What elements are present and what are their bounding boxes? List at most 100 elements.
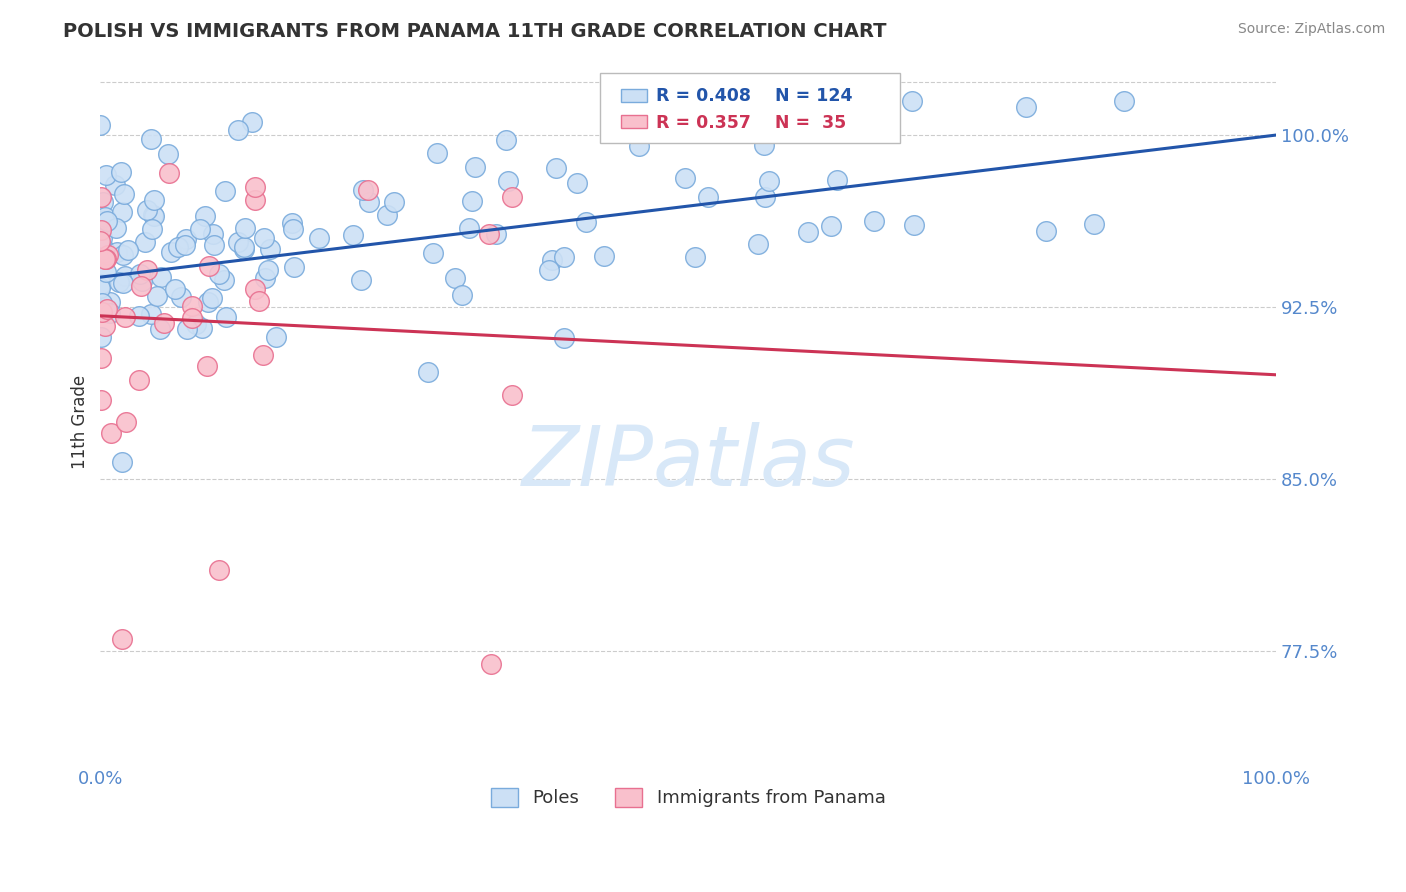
Point xyxy=(180,311,202,326)
Point xyxy=(537,263,560,277)
Point xyxy=(747,237,769,252)
Point xyxy=(697,190,720,204)
Point xyxy=(111,205,134,219)
Point xyxy=(758,174,780,188)
Point xyxy=(90,393,112,408)
Point xyxy=(675,171,697,186)
Point xyxy=(283,260,305,274)
Point xyxy=(259,242,281,256)
Point xyxy=(232,240,254,254)
Point xyxy=(136,263,159,277)
Point xyxy=(226,235,249,249)
Point xyxy=(91,245,114,260)
Point xyxy=(863,214,886,228)
Point xyxy=(131,274,153,288)
Point xyxy=(540,252,562,267)
Point xyxy=(89,118,111,132)
Point xyxy=(166,240,188,254)
Point xyxy=(93,319,115,334)
Point xyxy=(94,168,117,182)
Point xyxy=(245,193,267,207)
Point xyxy=(903,218,925,232)
Point xyxy=(778,115,800,129)
Point xyxy=(426,146,449,161)
Point xyxy=(160,244,183,259)
Point xyxy=(214,273,236,287)
Point xyxy=(90,299,112,313)
Point xyxy=(90,223,112,237)
Point xyxy=(382,194,405,209)
Point xyxy=(342,227,364,242)
Point xyxy=(186,317,208,331)
Point xyxy=(96,265,118,279)
Point xyxy=(1112,94,1135,108)
Point xyxy=(575,215,598,229)
Point xyxy=(451,288,474,302)
Point xyxy=(141,222,163,236)
Point xyxy=(89,281,111,295)
Point xyxy=(104,178,127,192)
Point xyxy=(422,245,444,260)
Point xyxy=(107,275,129,289)
Point xyxy=(901,94,924,108)
Point xyxy=(208,267,231,281)
Point xyxy=(96,252,118,266)
Point xyxy=(226,122,249,136)
Point xyxy=(1083,217,1105,231)
Point xyxy=(214,185,236,199)
Point xyxy=(202,238,225,252)
Point xyxy=(96,214,118,228)
Point xyxy=(150,270,173,285)
Point xyxy=(112,186,135,201)
Point xyxy=(96,301,118,316)
Point xyxy=(565,177,588,191)
Point xyxy=(479,657,502,672)
Point xyxy=(797,225,820,239)
Point xyxy=(90,190,112,204)
Point xyxy=(174,232,197,246)
Point xyxy=(195,359,218,373)
Point xyxy=(97,247,120,261)
Point xyxy=(375,208,398,222)
Point xyxy=(484,227,506,241)
Point xyxy=(169,289,191,303)
FancyBboxPatch shape xyxy=(600,73,900,143)
Point xyxy=(198,260,221,274)
Point xyxy=(129,279,152,293)
Point xyxy=(215,310,238,324)
Point xyxy=(91,194,114,209)
Point xyxy=(153,317,176,331)
Point xyxy=(1035,224,1057,238)
Point xyxy=(176,321,198,335)
Point xyxy=(93,242,115,256)
Point xyxy=(1015,100,1038,114)
Point xyxy=(100,426,122,441)
Point xyxy=(190,321,212,335)
Legend: Poles, Immigrants from Panama: Poles, Immigrants from Panama xyxy=(484,780,893,814)
FancyBboxPatch shape xyxy=(621,115,647,128)
Point xyxy=(91,296,114,310)
Point xyxy=(134,235,156,249)
Point xyxy=(247,293,270,308)
Point xyxy=(149,322,172,336)
Point xyxy=(98,306,121,320)
Point xyxy=(111,632,134,647)
Point xyxy=(112,248,135,262)
Point xyxy=(418,365,440,379)
Text: R = 0.408    N = 124: R = 0.408 N = 124 xyxy=(657,87,853,105)
Point xyxy=(114,268,136,283)
Point xyxy=(165,282,187,296)
Point xyxy=(352,183,374,197)
Point xyxy=(180,299,202,313)
Point xyxy=(93,210,115,224)
Point xyxy=(197,295,219,310)
Point xyxy=(139,308,162,322)
Point xyxy=(173,237,195,252)
Point xyxy=(752,138,775,153)
Point xyxy=(114,310,136,325)
Point xyxy=(156,147,179,161)
Point xyxy=(232,242,254,256)
Point xyxy=(308,231,330,245)
Point xyxy=(105,245,128,260)
FancyBboxPatch shape xyxy=(621,89,647,102)
